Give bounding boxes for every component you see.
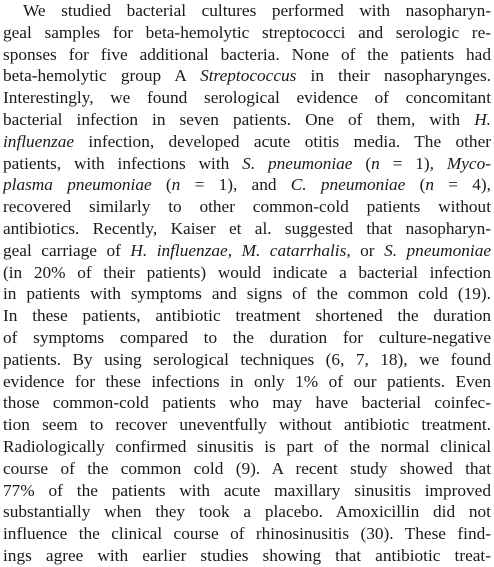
text-run: = 1), xyxy=(379,153,447,173)
text-run: in patients with symptoms and signs of t… xyxy=(3,284,491,304)
text-line: Interestingly, we found serological evid… xyxy=(3,87,491,109)
text-line: course of the common cold (9). A recent … xyxy=(3,458,491,480)
text-line: geal carriage of H. influenzae, M. catar… xyxy=(3,240,491,262)
text-run: patients. By using serological technique… xyxy=(3,349,491,369)
text-run: ( xyxy=(151,175,172,195)
text-run: Radiologically confirmed sinusitis is pa… xyxy=(3,436,491,456)
text-line: bacterial infection in seven patients. O… xyxy=(3,109,491,131)
text-run: evidence for these infections in only 1%… xyxy=(3,371,491,391)
text-line: 77% of the patients with acute maxillary… xyxy=(3,480,491,502)
text-run: ings agree with earlier studies showing … xyxy=(3,545,491,565)
text-line: of symptoms compared to the duration for… xyxy=(3,327,491,349)
text-run: infection, developed acute otitis media.… xyxy=(74,131,491,151)
text-line: ings agree with earlier studies showing … xyxy=(3,545,491,567)
text-line: patients. By using serological technique… xyxy=(3,349,491,371)
italic-text: H. influenzae xyxy=(130,240,228,260)
text-run: in their nasopharynges. xyxy=(296,66,491,86)
italic-text: H. xyxy=(474,109,491,129)
italic-text: S. pneumoniae xyxy=(242,153,353,173)
text-line: in patients with symptoms and signs of t… xyxy=(3,283,491,305)
italic-text: S. pneumoniae xyxy=(384,240,491,260)
text-line: In these patients, antibiotic treatment … xyxy=(3,305,491,327)
text-run: those common-cold patients who may have … xyxy=(3,393,491,413)
text-run: , or xyxy=(346,240,385,260)
text-run: bacterial infection in seven patients. O… xyxy=(3,109,475,129)
text-run: ( xyxy=(405,175,426,195)
italic-text: M. catarrhalis xyxy=(241,240,347,260)
text-line: tion seem to recover uneventfully withou… xyxy=(3,414,491,436)
text-line: sponses for five additional bacteria. No… xyxy=(3,44,491,66)
text-run: = 1), and xyxy=(180,175,291,195)
text-run: geal carriage of xyxy=(3,240,131,260)
text-line: We studied bacterial cultures performed … xyxy=(3,0,491,22)
text-run: antibiotics. Recently, Kaiser et al. sug… xyxy=(3,218,491,238)
text-line: influence the clinical course of rhinosi… xyxy=(3,523,491,545)
text-line: influenzae infection, developed acute ot… xyxy=(3,131,491,153)
text-line: Radiologically confirmed sinusitis is pa… xyxy=(3,436,491,458)
text-run: 77% of the patients with acute maxillary… xyxy=(3,480,491,500)
text-run: tion seem to recover uneventfully withou… xyxy=(3,415,491,435)
text-run: = 4), xyxy=(434,175,491,195)
text-run: influence the clinical course of rhinosi… xyxy=(3,524,491,544)
italic-text: n xyxy=(425,175,434,195)
text-line: evidence for these infections in only 1%… xyxy=(3,371,491,393)
text-line: recovered similarly to other common-cold… xyxy=(3,196,491,218)
text-line: antibiotics. Recently, Kaiser et al. sug… xyxy=(3,218,491,240)
text-run: substantially when they took a placebo. … xyxy=(3,502,491,522)
text-run: recovered similarly to other common-cold… xyxy=(3,197,491,217)
italic-text: C. pneumoniae xyxy=(290,175,406,195)
text-run: ( xyxy=(352,153,372,173)
article-body: We studied bacterial cultures performed … xyxy=(3,0,491,567)
text-line: plasma pneumoniae (n = 1), and C. pneumo… xyxy=(3,174,491,196)
italic-text: Myco- xyxy=(446,153,491,173)
italic-text: influenzae xyxy=(3,131,75,151)
italic-text: Streptococcus xyxy=(200,66,297,86)
text-run: We studied bacterial cultures performed … xyxy=(23,1,491,20)
text-line: beta-hemolytic group A Streptococcus in … xyxy=(3,65,491,87)
text-line: geal samples for beta-hemolytic streptoc… xyxy=(3,22,491,44)
text-run: (in 20% of their patients) would indicat… xyxy=(3,262,491,282)
text-run: course of the common cold (9). A recent … xyxy=(3,458,491,478)
italic-text: n xyxy=(171,175,181,195)
text-run: of symptoms compared to the duration for… xyxy=(3,327,491,347)
text-run: , xyxy=(227,240,242,260)
text-line: substantially when they took a placebo. … xyxy=(3,501,491,523)
text-run: beta-hemolytic group A xyxy=(3,66,201,86)
italic-text: n xyxy=(371,153,380,173)
text-run: patients, with infections with xyxy=(3,153,243,173)
italic-text: plasma pneumoniae xyxy=(3,175,152,195)
text-line: those common-cold patients who may have … xyxy=(3,392,491,414)
text-line: patients, with infections with S. pneumo… xyxy=(3,153,491,175)
text-run: Interestingly, we found serological evid… xyxy=(3,88,491,108)
text-run: sponses for five additional bacteria. No… xyxy=(3,44,491,64)
text-line: (in 20% of their patients) would indicat… xyxy=(3,262,491,284)
paragraph: We studied bacterial cultures performed … xyxy=(3,0,491,567)
text-run: In these patients, antibiotic treatment … xyxy=(3,306,491,326)
text-run: geal samples for beta-hemolytic streptoc… xyxy=(3,22,491,42)
